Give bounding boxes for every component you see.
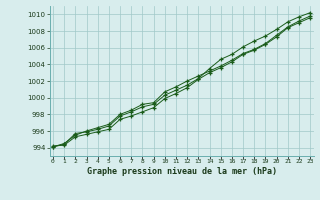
X-axis label: Graphe pression niveau de la mer (hPa): Graphe pression niveau de la mer (hPa) — [87, 167, 276, 176]
